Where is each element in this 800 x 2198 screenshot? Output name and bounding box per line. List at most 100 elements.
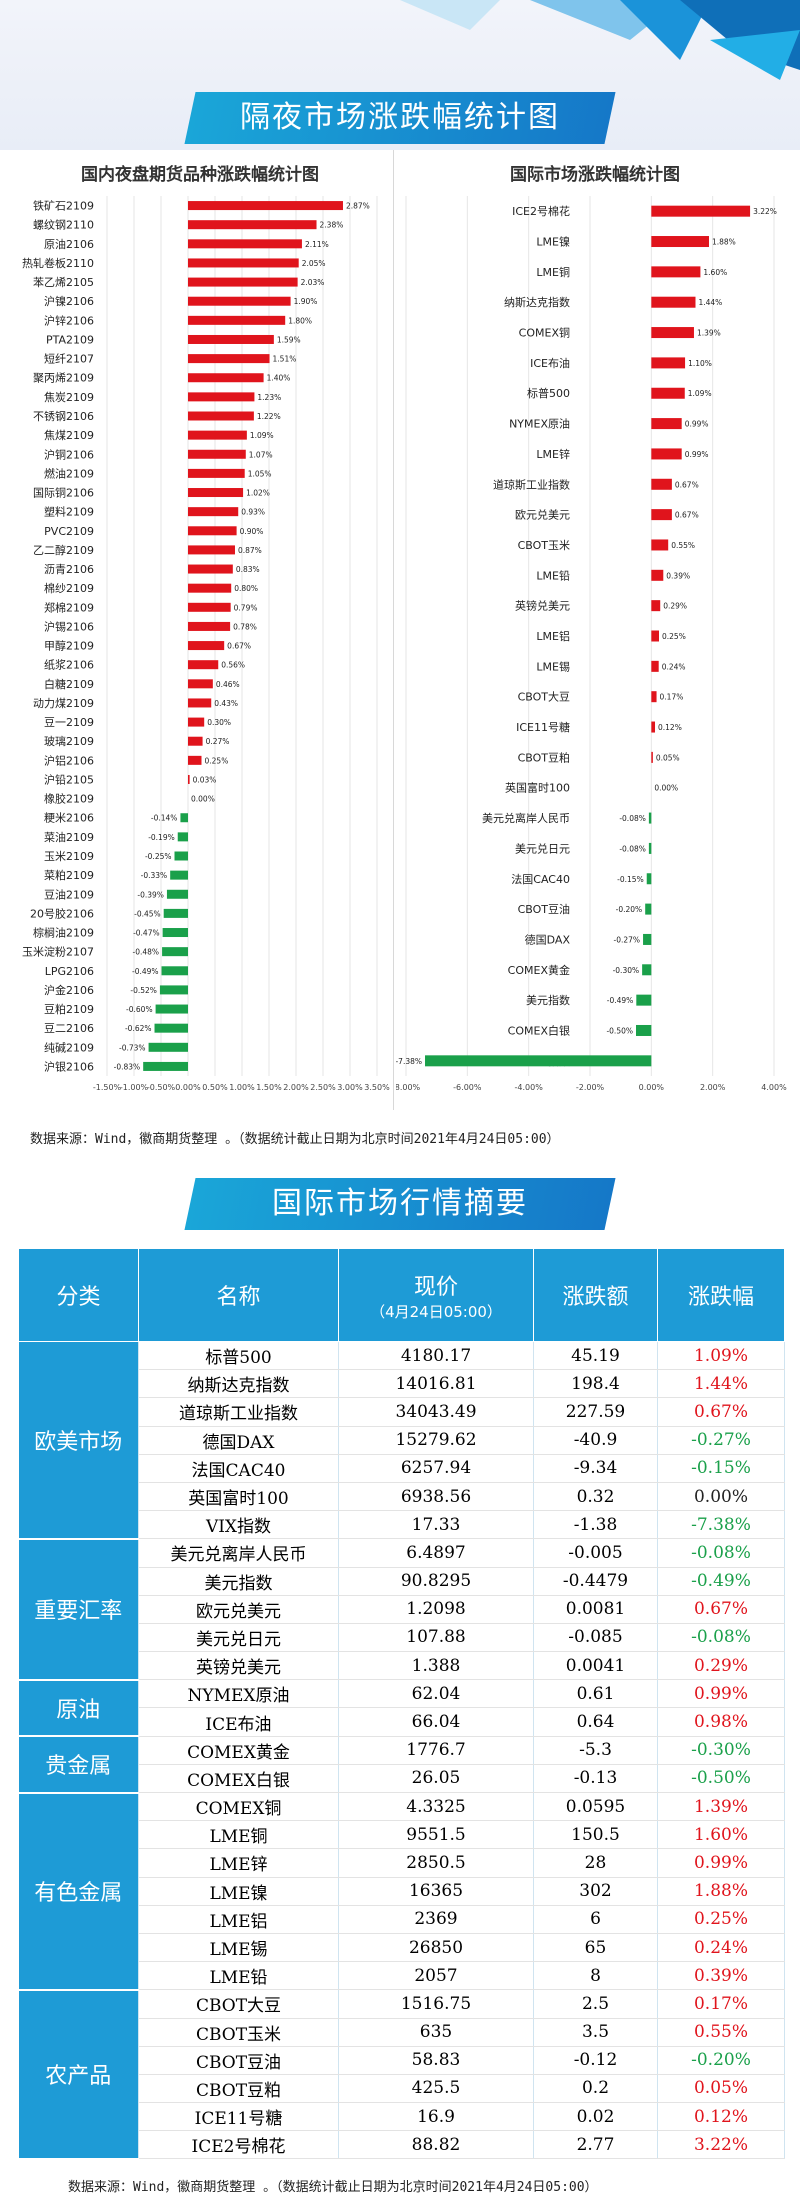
data-label: -0.30% — [613, 966, 640, 975]
data-label: 0.56% — [221, 661, 245, 670]
change-cell: -9.34 — [533, 1454, 658, 1483]
change-cell: 8 — [533, 1961, 658, 1991]
bar — [646, 873, 652, 885]
bar — [651, 418, 682, 430]
category-label: 沪铜2106 — [44, 447, 94, 461]
pct-cell: 0.55% — [657, 2018, 785, 2047]
category-label: COMEX黄金 — [508, 963, 570, 977]
category-label: 豆粕2109 — [44, 1002, 94, 1016]
category-label: COMEX铜 — [519, 326, 570, 340]
change-cell: 0.0041 — [533, 1651, 658, 1681]
data-label: 2.38% — [320, 221, 344, 230]
change-cell: 6 — [533, 1905, 658, 1934]
category-label: 动力煤2109 — [33, 697, 94, 710]
pct-cell: 0.24% — [657, 1933, 785, 1963]
bar — [170, 870, 188, 880]
data-label: -0.08% — [619, 844, 646, 853]
data-label: 0.78% — [233, 622, 257, 631]
pct-cell: 0.12% — [657, 2102, 785, 2132]
category-label: 郑棉2109 — [44, 600, 94, 614]
category-label: 美元兑离岸人民币 — [482, 811, 570, 825]
name-cell: CBOT玉米 — [138, 2018, 339, 2047]
category-label: ICE11号糖 — [516, 720, 570, 734]
name-cell: LME锌 — [138, 1848, 339, 1878]
data-label: -0.14% — [151, 814, 178, 823]
category-label: CBOT大豆 — [518, 690, 570, 704]
category-label: PVC2109 — [44, 525, 94, 538]
change-cell: -0.005 — [533, 1538, 658, 1568]
bar — [651, 600, 661, 612]
x-tick-label: 2.50% — [310, 1083, 336, 1092]
x-tick-label: -8.00% — [396, 1083, 421, 1092]
table-row: COMEX白银 26.05 -0.13 -0.50% — [19, 1764, 785, 1794]
bar — [188, 258, 299, 268]
bar — [636, 1024, 652, 1036]
table-row: LME铅 2057 8 0.39% — [19, 1961, 785, 1991]
pct-cell: 1.09% — [657, 1341, 785, 1371]
pct-cell: -0.08% — [657, 1623, 785, 1653]
pct-cell: -0.27% — [657, 1426, 785, 1455]
table-row: 重要汇率 美元兑离岸人民币 6.4897 -0.005 -0.08% — [18, 1538, 785, 1681]
header-decoration — [400, 0, 800, 80]
table-row: 美元兑日元 107.88 -0.085 -0.08% — [19, 1623, 785, 1653]
bar — [651, 660, 659, 672]
table-row: CBOT玉米 635 3.5 0.55% — [19, 2018, 785, 2047]
category-label: 沪锌2106 — [44, 313, 94, 327]
price-cell: 6938.56 — [338, 1482, 534, 1512]
price-cell: 62.04 — [338, 1679, 534, 1709]
change-cell: -40.9 — [533, 1426, 658, 1455]
data-label: 0.55% — [671, 541, 695, 550]
category-label: 焦煤2109 — [44, 429, 94, 442]
price-cell: 1516.75 — [338, 1989, 534, 2019]
category-label: 德国DAX — [525, 932, 571, 946]
data-label: 0.90% — [240, 527, 264, 536]
pct-cell: 0.29% — [657, 1651, 785, 1681]
data-label: -7.38% — [396, 1057, 422, 1066]
category-label: 焦炭2109 — [44, 391, 94, 404]
price-cell: 107.88 — [338, 1623, 534, 1653]
bar — [188, 583, 232, 593]
data-label: -0.52% — [130, 986, 157, 995]
data-label: 1.80% — [288, 316, 312, 325]
category-label: 短纤2107 — [44, 352, 94, 366]
change-cell: 227.59 — [533, 1397, 658, 1427]
data-label: -0.73% — [119, 1043, 146, 1052]
change-cell: 150.5 — [533, 1820, 658, 1850]
x-tick-label: 2.00% — [283, 1083, 309, 1092]
bar — [188, 449, 246, 459]
data-label: 0.99% — [685, 450, 709, 459]
bar — [177, 832, 188, 842]
change-cell: 0.0595 — [533, 1792, 658, 1822]
data-label: 1.09% — [250, 431, 274, 440]
data-label: 0.12% — [658, 723, 682, 732]
x-tick-label: 2.00% — [700, 1083, 726, 1092]
change-cell: 3.5 — [533, 2018, 658, 2047]
category-label: 沪锡2106 — [44, 619, 94, 633]
data-label: 0.05% — [656, 753, 680, 762]
table-row: LME镍 16365 302 1.88% — [19, 1877, 785, 1906]
pct-cell: 1.39% — [657, 1792, 785, 1822]
data-label: -0.25% — [145, 852, 172, 861]
category-label: 豆一2109 — [44, 716, 94, 729]
change-cell: -0.13 — [533, 1764, 658, 1794]
category-label: ICE2号棉花 — [512, 204, 570, 218]
table-row: ICE2号棉花 88.82 2.77 3.22% — [19, 2130, 785, 2160]
bar — [180, 813, 188, 823]
category-label: LME铅 — [536, 568, 570, 582]
pct-cell: 0.39% — [657, 1961, 785, 1991]
data-label: -0.20% — [616, 905, 643, 914]
data-label: -0.45% — [134, 909, 161, 918]
name-cell: ICE11号糖 — [138, 2102, 339, 2132]
summary-title: 国际市场行情摘要 — [272, 1186, 528, 1221]
category-label: 菜粕2109 — [44, 868, 94, 882]
change-cell: 0.64 — [533, 1707, 658, 1737]
category-label: 燃油2109 — [44, 466, 94, 480]
change-cell: 2.77 — [533, 2130, 658, 2160]
data-label: 0.03% — [193, 775, 217, 784]
bar — [188, 239, 302, 249]
data-label: 1.09% — [688, 389, 712, 398]
table-row: 农产品 CBOT大豆 1516.75 2.5 0.17% — [18, 1989, 785, 2160]
name-cell: LME镍 — [138, 1877, 339, 1906]
category-label: 热轧卷板2110 — [22, 256, 94, 270]
bar — [642, 964, 652, 976]
